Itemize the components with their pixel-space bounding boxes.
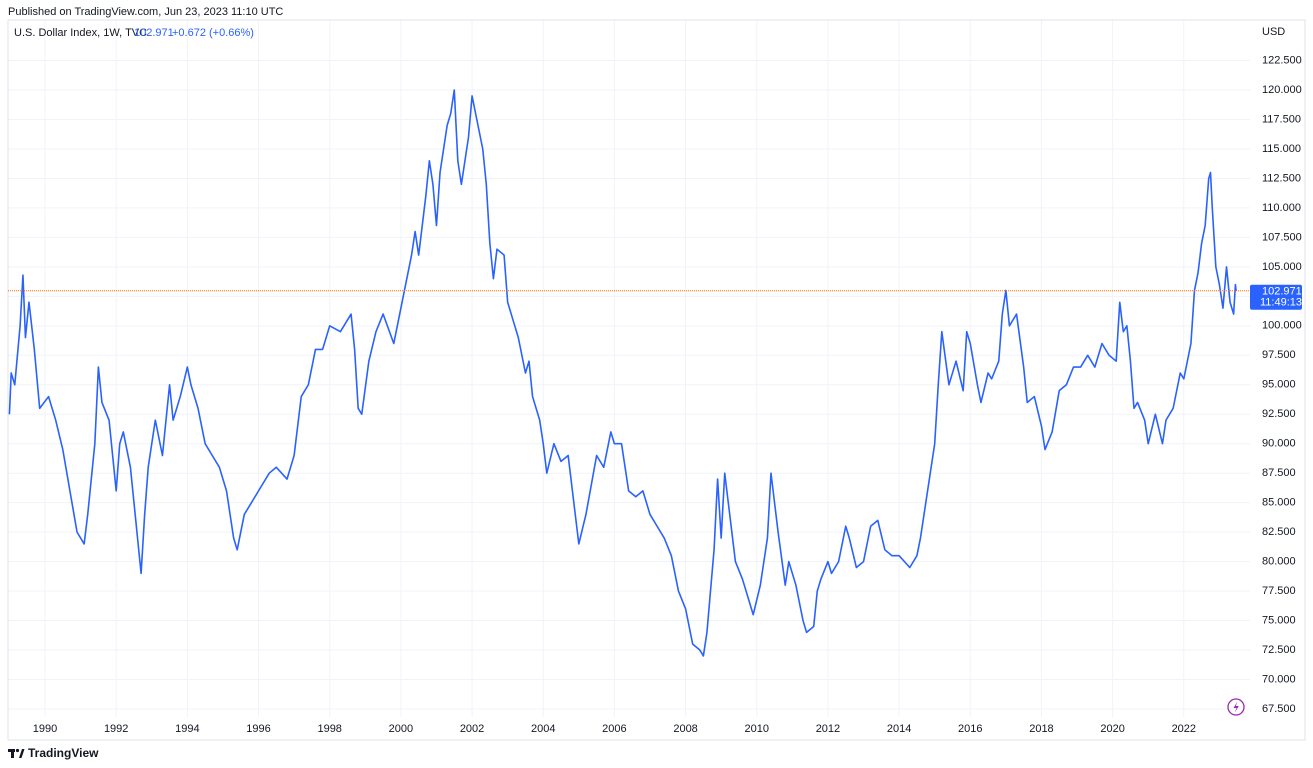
x-tick-label: 1990 xyxy=(33,723,57,735)
x-tick-label: 2022 xyxy=(1172,723,1196,735)
x-tick-label: 2002 xyxy=(460,723,484,735)
y-tick-label: 120.000 xyxy=(1262,84,1302,96)
y-tick-label: 75.000 xyxy=(1262,614,1296,626)
alert-icon xyxy=(1227,698,1245,716)
series-name: U.S. Dollar Index, 1W, TVC xyxy=(14,27,147,39)
y-tick-label: 92.500 xyxy=(1262,408,1296,420)
x-tick-label: 1994 xyxy=(175,723,199,735)
y-tick-label: 97.500 xyxy=(1262,349,1296,361)
published-note: Published on TradingView.com, Jun 23, 20… xyxy=(8,6,283,18)
y-tick-label: 122.500 xyxy=(1262,54,1302,66)
y-tick-label: 72.500 xyxy=(1262,644,1296,656)
x-tick-label: 2018 xyxy=(1029,723,1053,735)
y-tick-label: 77.500 xyxy=(1262,585,1296,597)
price-line xyxy=(8,89,1237,657)
y-tick-label: 112.500 xyxy=(1262,172,1301,184)
y-tick-label: 100.000 xyxy=(1262,320,1302,332)
x-tick-label: 2010 xyxy=(745,723,769,735)
x-tick-label: 1998 xyxy=(317,723,341,735)
x-tick-label: 2008 xyxy=(673,723,697,735)
y-tick-label: 67.500 xyxy=(1262,703,1296,715)
y-tick-label: 87.500 xyxy=(1262,467,1296,479)
x-tick-label: 2006 xyxy=(602,723,626,735)
y-tick-label: 105.000 xyxy=(1262,261,1302,273)
x-tick-label: 2004 xyxy=(531,723,555,735)
brand-logo xyxy=(8,748,25,758)
y-tick-label: 115.000 xyxy=(1262,143,1301,155)
last-price-box xyxy=(1250,284,1302,310)
chart-frame xyxy=(7,19,1306,741)
x-tick-label: 2016 xyxy=(958,723,982,735)
y-tick-label: 85.000 xyxy=(1262,497,1296,509)
grid xyxy=(8,20,1250,717)
currency-label: USD xyxy=(1262,26,1285,38)
last-price-label: 102.971 xyxy=(1262,286,1302,298)
y-tick-label: 90.000 xyxy=(1262,438,1296,450)
countdown-label: 11:49:13 xyxy=(1260,297,1302,309)
last-price: 102.971 xyxy=(134,27,174,39)
price-change: +0.672 (+0.66%) xyxy=(172,27,254,39)
y-tick-label: 117.500 xyxy=(1262,113,1301,125)
x-tick-label: 2000 xyxy=(389,723,413,735)
x-tick-label: 1996 xyxy=(246,723,270,735)
y-tick-label: 110.000 xyxy=(1262,202,1301,214)
y-tick-label: 95.000 xyxy=(1262,379,1296,391)
x-tick-label: 2020 xyxy=(1100,723,1124,735)
y-tick-label: 82.500 xyxy=(1262,526,1296,538)
brand-name: TradingView xyxy=(28,746,99,760)
x-tick-label: 2014 xyxy=(887,723,911,735)
x-tick-label: 1992 xyxy=(104,723,128,735)
y-tick-label: 107.500 xyxy=(1262,231,1302,243)
y-tick-label: 70.000 xyxy=(1262,673,1296,685)
x-tick-label: 2012 xyxy=(816,723,840,735)
y-tick-label: 80.000 xyxy=(1262,556,1296,568)
